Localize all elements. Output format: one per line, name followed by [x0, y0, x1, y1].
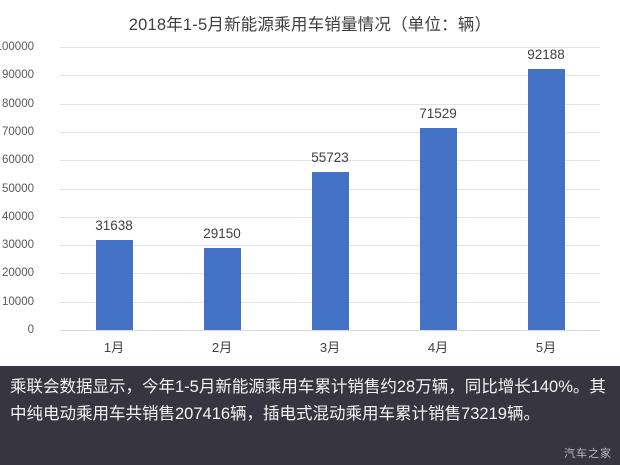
- caption-panel: 乘联会数据显示，今年1-5月新能源乘用车累计销售约28万辆，同比增长140%。其…: [0, 366, 620, 465]
- y-axis-tick-label: 20000: [2, 267, 34, 280]
- x-axis-tick-label: 4月: [427, 340, 449, 355]
- y-axis-tick-label: 80000: [2, 97, 34, 110]
- chart-title: 2018年1-5月新能源乘用车销量情况（单位：辆）: [128, 16, 492, 34]
- bar[interactable]: [311, 172, 349, 330]
- gridline: [60, 131, 600, 133]
- x-axis-tick-label: 2月: [211, 340, 233, 355]
- y-axis-tick-label: 0: [27, 324, 34, 336]
- x-axis-tick-label: 1月: [103, 340, 125, 355]
- x-axis-tick-label: 5月: [535, 340, 557, 355]
- bar[interactable]: [419, 127, 457, 330]
- bar-value-label: 71529: [419, 105, 457, 121]
- y-axis-tick-label: 10000: [2, 295, 34, 308]
- y-axis-tick-label: 90000: [2, 69, 34, 82]
- x-axis-tick-label: 3月: [319, 340, 341, 355]
- bar[interactable]: [95, 240, 133, 330]
- bar-value-label: 55723: [311, 150, 349, 166]
- gridline: [60, 103, 600, 105]
- bar[interactable]: [203, 247, 241, 330]
- chart-region: 2018年1-5月新能源乘用车销量情况（单位：辆） 0 10000 20000 300…: [0, 16, 600, 355]
- y-axis-tick-label: 60000: [2, 154, 34, 167]
- y-axis-tick-label: 40000: [2, 210, 34, 223]
- y-axis-tick-label: 70000: [2, 125, 34, 138]
- bar-value-label: 92188: [527, 47, 565, 63]
- bar[interactable]: [527, 69, 565, 330]
- watermark: 汽车之家: [564, 448, 612, 460]
- y-axis-tick-label: 50000: [2, 182, 34, 195]
- caption-text: 乘联会数据显示，今年1-5月新能源乘用车累计销售约28万辆，同比增长140%。其…: [10, 378, 606, 423]
- bar-value-label: 31638: [95, 218, 133, 234]
- plot-area: 0 10000 20000 30000 40000 50000 60000 70000 8000…: [0, 41, 600, 336]
- bar-value-label: 29150: [203, 225, 241, 241]
- y-axis-tick-label: 30000: [2, 239, 34, 252]
- y-axis-tick-label: 100000: [0, 41, 34, 53]
- gridline: [60, 75, 600, 77]
- gridline: [60, 47, 600, 48]
- gridline: [60, 160, 600, 162]
- gridline: [60, 330, 600, 331]
